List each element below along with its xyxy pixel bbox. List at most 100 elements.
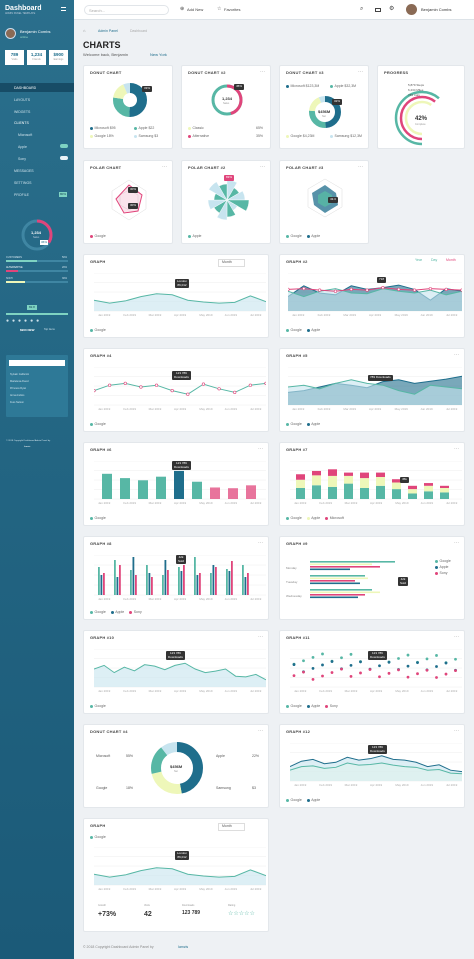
more-icon[interactable]: ··· <box>258 634 263 640</box>
card-title: DONUT CHART #3 <box>286 70 324 75</box>
bar <box>102 473 112 499</box>
stacked-bar-segment <box>312 475 321 486</box>
nav-item-widgets[interactable]: WIDGETS <box>14 110 31 114</box>
gear-icon[interactable]: ⚙ <box>389 6 395 12</box>
month-select[interactable]: Month <box>218 259 245 267</box>
nav-subitem-sony[interactable]: Sony <box>18 157 26 161</box>
scatter-point <box>397 668 400 672</box>
x-tick-label: Apr 2019 <box>370 501 383 505</box>
nav-item-settings[interactable]: SETTINGS <box>14 181 32 185</box>
more-icon[interactable]: ··· <box>258 540 263 546</box>
bar <box>98 567 100 595</box>
more-icon[interactable]: ··· <box>454 728 459 734</box>
task-item[interactable]: Anna Andrés <box>10 394 25 397</box>
donut4-left-name: Google <box>96 786 108 790</box>
stat-label: Growth <box>98 904 107 907</box>
profile-name[interactable]: Benjamin Combs <box>20 29 51 34</box>
progress-line: 789 Cals <box>408 93 420 97</box>
card-graph8: GRAPH #8 ··· Jan 2019 Feb 2019 Mar 2019 Apr … <box>83 536 269 620</box>
legend-item: Microsoft $123,3M <box>286 84 319 88</box>
more-icon[interactable]: ··· <box>258 728 263 734</box>
nav-item-dashboard[interactable]: DASHBOARD <box>14 86 37 90</box>
avatar[interactable] <box>5 28 16 39</box>
x-tick-label: Apr 2019 <box>369 313 382 317</box>
star-icon[interactable]: ☆ <box>217 6 222 12</box>
scatter-point <box>406 675 410 679</box>
stacked-bar-segment <box>360 488 369 499</box>
task-item[interactable]: Sylvain Guillemin <box>10 373 30 376</box>
polar-area-chart <box>207 179 250 221</box>
user-name[interactable]: Benjamin Combs <box>421 7 452 12</box>
scatter-point <box>444 661 448 665</box>
search-icon[interactable]: ⌕ <box>360 6 364 12</box>
breadcrumb-admin[interactable]: Admin Panel <box>98 29 118 33</box>
x-tick-label: Jun 2019 <box>420 407 433 411</box>
more-icon[interactable]: ··· <box>454 352 459 358</box>
donut3-center-sub: Net <box>322 115 326 118</box>
task-item[interactable]: Marielena Alvesz <box>10 380 29 383</box>
toggle-apple[interactable] <box>60 144 68 148</box>
card-title: DONUT CHART <box>90 70 122 75</box>
scatter-point <box>416 672 419 676</box>
home-icon[interactable]: ⌂ <box>83 28 86 33</box>
user-avatar[interactable] <box>406 4 417 15</box>
scatter-point <box>321 663 324 667</box>
more-icon[interactable]: ··· <box>454 540 459 546</box>
plus-icon[interactable]: ⊕ <box>180 6 185 12</box>
stat-value: $900 <box>53 52 64 57</box>
page-title: CHARTS <box>83 40 121 50</box>
task-item[interactable]: Princess Ryan <box>10 387 27 390</box>
scatter-point <box>425 657 429 661</box>
stacked-bar-segment <box>328 486 337 499</box>
x-tick-label: Jul 2019 <box>250 313 262 317</box>
x-tick-label: Feb 2019 <box>123 313 136 317</box>
side-brand[interactable]: Iamzis <box>24 446 31 448</box>
star-rating-icon: ☆☆☆☆☆ <box>228 911 255 917</box>
more-icon[interactable]: ··· <box>260 69 265 75</box>
add-new-button[interactable]: Add New <box>187 7 204 12</box>
tab-month[interactable]: Month <box>446 258 456 262</box>
nav-item-profile[interactable]: PROFILE <box>14 193 29 197</box>
scatter-point <box>292 674 296 677</box>
stat-value: 42 <box>144 911 152 918</box>
nav-item-clients[interactable]: CLIENTS <box>14 121 29 125</box>
nav-item-layouts[interactable]: LAYOUTS <box>14 98 31 102</box>
search-input[interactable]: Search... <box>84 5 169 15</box>
bar <box>247 573 249 595</box>
legend-name: Google $4,23M <box>290 134 315 138</box>
more-icon[interactable]: ··· <box>258 446 263 452</box>
mail-icon[interactable] <box>375 8 381 12</box>
bar <box>156 476 166 499</box>
favorites-button[interactable]: Favorites <box>224 7 241 12</box>
scatter-point <box>349 674 353 678</box>
scatter-point <box>378 664 381 668</box>
more-icon[interactable]: ··· <box>358 164 363 170</box>
app-title[interactable]: Dashboard <box>5 5 42 12</box>
nav-item-messages[interactable]: MESSAGES <box>14 169 34 173</box>
nav-subitem-apple[interactable]: Apple <box>18 145 27 149</box>
more-icon[interactable]: ··· <box>260 164 265 170</box>
toggle-sony[interactable] <box>60 156 68 160</box>
tab-year[interactable]: Year <box>415 258 423 262</box>
more-icon[interactable]: ··· <box>454 634 459 640</box>
legend-item: Google Apple Microsoft <box>286 516 344 520</box>
donut4-right-value: 22% <box>252 754 260 758</box>
gauge-value: 1,234 <box>31 230 42 235</box>
task-item[interactable]: Fuss Nelson <box>10 401 24 404</box>
legend-item: Samsung $3 <box>134 134 158 138</box>
progress-center-sub: Complete <box>415 123 426 126</box>
bar <box>192 481 202 499</box>
donut1-label: 33% <box>142 86 153 92</box>
legend-value: 65% <box>256 126 264 130</box>
task-input[interactable] <box>9 360 65 366</box>
nav-subitem-microsoft[interactable]: Microsoft <box>18 133 33 137</box>
menu-icon[interactable] <box>61 7 66 11</box>
tab-day[interactable]: Day <box>431 258 438 262</box>
more-icon[interactable]: ··· <box>162 164 167 170</box>
footer-brand[interactable]: Iamzis <box>178 945 189 949</box>
series-google <box>94 662 266 681</box>
x-tick-label: May 2019 <box>395 313 409 317</box>
month-select[interactable]: Month <box>218 823 245 831</box>
more-icon[interactable]: ··· <box>358 69 363 75</box>
more-icon[interactable]: ··· <box>454 446 459 452</box>
